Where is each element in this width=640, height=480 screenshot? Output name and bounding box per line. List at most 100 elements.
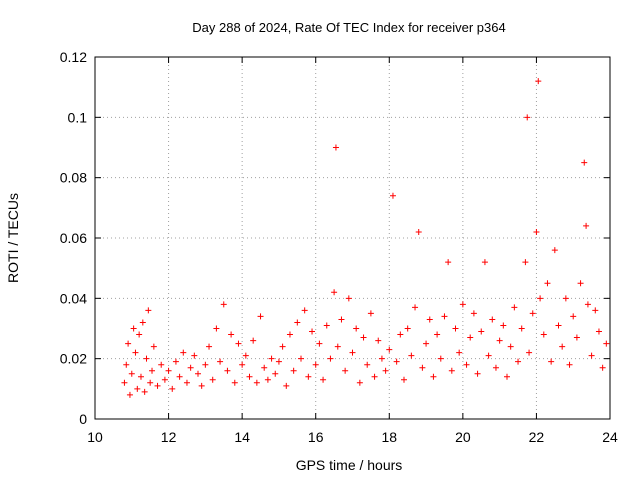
data-point-marker: [470, 310, 477, 317]
data-point-marker: [132, 349, 139, 356]
data-point-marker: [583, 222, 590, 229]
data-point-marker: [345, 295, 352, 302]
data-point-marker: [375, 337, 382, 344]
data-point-marker: [415, 228, 422, 235]
data-point-marker: [540, 331, 547, 338]
data-point-marker: [419, 364, 426, 371]
data-point-marker: [264, 376, 271, 383]
data-point-marker: [187, 364, 194, 371]
data-point-marker: [224, 367, 231, 374]
data-point-marker: [537, 295, 544, 302]
data-point-marker: [228, 331, 235, 338]
plot-frame: [94, 56, 611, 420]
data-point-marker: [180, 349, 187, 356]
data-point-marker: [128, 370, 135, 377]
data-point-marker: [496, 337, 503, 344]
data-point-marker: [149, 367, 156, 374]
data-point-marker: [452, 325, 459, 332]
x-tick-label: 16: [308, 429, 324, 445]
data-point-marker: [334, 343, 341, 350]
data-point-marker: [217, 358, 224, 365]
data-point-marker: [459, 301, 466, 308]
axis-ticks: 10 12 14 16 18 20 22 24 0 0.02 0.04 0.06 0.08 0.1 0.12: [60, 49, 618, 445]
data-point-marker: [202, 361, 209, 368]
data-point-marker: [198, 382, 205, 389]
data-point-marker: [584, 301, 591, 308]
data-point-marker: [592, 307, 599, 314]
data-point-marker: [551, 247, 558, 254]
data-point-marker: [213, 325, 220, 332]
data-point-marker: [316, 340, 323, 347]
data-point-marker: [478, 328, 485, 335]
y-tick-label: 0.08: [60, 170, 87, 186]
x-tick-label: 20: [455, 429, 471, 445]
data-point-marker: [504, 373, 510, 380]
data-point-marker: [533, 228, 540, 235]
data-point-marker: [139, 319, 146, 326]
data-point-marker: [555, 322, 562, 329]
data-point-marker: [463, 361, 470, 368]
data-point-marker: [176, 373, 183, 380]
data-point-marker: [360, 334, 367, 341]
data-point-marker: [294, 319, 301, 326]
data-point-marker: [378, 355, 385, 362]
data-point-marker: [426, 316, 433, 323]
data-point-marker: [364, 361, 371, 368]
data-point-marker: [511, 304, 518, 311]
data-point-marker: [603, 340, 610, 347]
data-point-marker: [220, 301, 227, 308]
data-point-marker: [169, 385, 176, 392]
data-point-marker: [268, 355, 275, 362]
x-tick-label: 14: [234, 429, 250, 445]
data-point-marker: [526, 349, 533, 356]
data-point-marker: [382, 367, 389, 374]
data-point-marker: [404, 325, 411, 332]
data-point-marker: [279, 343, 286, 350]
data-point-marker: [161, 376, 168, 383]
data-point-marker: [389, 192, 396, 199]
data-point-marker: [485, 352, 492, 359]
data-point-marker: [290, 367, 297, 374]
data-point-marker: [286, 331, 293, 338]
data-point-marker: [500, 322, 507, 329]
data-point-marker: [489, 316, 496, 323]
x-tick-label: 24: [602, 429, 618, 445]
data-point-marker: [125, 340, 132, 347]
data-point-marker: [150, 343, 157, 350]
data-point-marker: [231, 379, 238, 386]
y-tick-label: 0.12: [60, 49, 87, 65]
data-point-marker: [183, 379, 190, 386]
data-point-marker: [298, 355, 304, 362]
data-point-marker: [172, 358, 179, 365]
data-point-marker: [441, 313, 448, 320]
y-tick-label: 0: [79, 411, 87, 427]
data-point-marker: [515, 358, 522, 365]
data-point-marker: [401, 376, 407, 383]
data-point-marker: [154, 382, 161, 389]
data-point-marker: [137, 373, 144, 380]
y-tick-label: 0.04: [60, 290, 87, 306]
data-point-marker: [356, 379, 363, 386]
data-point-marker: [235, 340, 242, 347]
data-point-marker: [412, 304, 419, 311]
data-point-marker: [239, 361, 246, 368]
data-point-marker: [397, 331, 404, 338]
data-point-marker: [507, 343, 514, 350]
data-point-marker: [456, 349, 463, 356]
data-point-marker: [529, 310, 536, 317]
y-tick-label: 0.02: [60, 351, 87, 367]
data-point-marker: [206, 343, 213, 350]
data-point-marker: [570, 313, 577, 320]
data-point-marker: [323, 322, 330, 329]
data-point-marker: [145, 307, 152, 314]
data-point-marker: [143, 355, 150, 362]
data-point-marker: [121, 379, 128, 386]
data-point-marker: [134, 385, 141, 392]
data-point-marker: [257, 313, 264, 320]
x-tick-label: 18: [381, 429, 397, 445]
data-point-marker: [544, 280, 551, 287]
data-point-marker: [191, 352, 198, 359]
data-point-marker: [434, 331, 441, 338]
data-point-marker: [393, 358, 400, 365]
data-point-marker: [559, 343, 566, 350]
